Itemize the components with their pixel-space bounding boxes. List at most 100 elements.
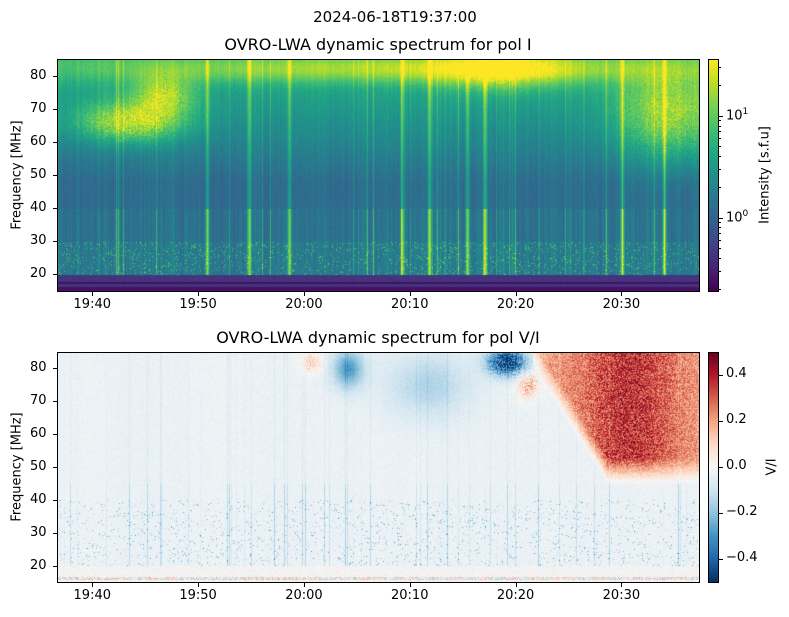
y-tick	[53, 532, 57, 534]
y-tick-label: 70	[30, 393, 47, 409]
colorbar-tick	[719, 559, 723, 560]
x-tick	[621, 583, 623, 587]
y-tick-label: 50	[30, 459, 47, 474]
y-tick-label: 40	[30, 491, 47, 507]
colorbar-tick	[719, 115, 723, 117]
colorbar-frame-vi	[708, 352, 719, 583]
colorbar-label-vi: V/I	[764, 458, 780, 476]
colorbar-tick-label: 101	[726, 107, 748, 123]
x-tick-label: 20:20	[496, 588, 535, 603]
colorbar-tick	[719, 421, 723, 422]
x-tick	[409, 583, 411, 587]
colorbar-tick-text: 0.2	[726, 412, 747, 427]
y-tick-label: 20	[30, 557, 47, 573]
y-tick-label: 30	[30, 524, 47, 540]
colorbar-tick-text: −0.4	[726, 550, 758, 565]
y-tick	[53, 208, 57, 210]
colorbar-tick-label: −0.4	[726, 550, 758, 565]
x-tick	[515, 292, 517, 296]
x-tick	[92, 292, 94, 296]
x-tick	[303, 292, 305, 296]
colorbar-minor-tick	[719, 138, 721, 140]
colorbar-tick-text: 0.4	[726, 366, 747, 381]
x-tick-label: 20:00	[285, 297, 323, 312]
y-tick	[53, 434, 57, 436]
colorbar-vi	[708, 352, 718, 582]
y-tick	[53, 75, 57, 77]
colorbar-frame-intensity	[708, 59, 719, 292]
y-tick	[53, 175, 57, 176]
x-tick-label: 20:00	[285, 588, 323, 603]
x-tick	[92, 583, 94, 587]
colorbar-minor-tick	[719, 227, 721, 229]
x-tick-label: 20:10	[391, 588, 429, 603]
colorbar-tick-label: 0.0	[726, 458, 747, 473]
y-tick	[53, 108, 57, 110]
x-tick	[409, 292, 411, 296]
x-tick-label: 19:40	[73, 297, 111, 312]
colorbar-minor-tick	[719, 222, 721, 224]
y-tick-label: 70	[30, 100, 47, 116]
y-tick	[53, 274, 57, 276]
x-tick	[515, 583, 517, 587]
plot-title-pol-i: OVRO-LWA dynamic spectrum for pol I	[224, 35, 532, 54]
colorbar-minor-tick	[719, 156, 721, 158]
colorbar-minor-tick	[719, 248, 721, 250]
x-tick-label: 20:30	[602, 588, 641, 603]
y-tick	[53, 141, 57, 143]
colorbar-intensity	[708, 59, 718, 291]
colorbar-tick-label: −0.2	[726, 504, 758, 519]
colorbar-tick-text: 10	[726, 107, 743, 123]
x-tick-label: 19:50	[179, 588, 217, 603]
y-tick-label: 50	[30, 167, 47, 182]
colorbar-tick	[719, 467, 723, 468]
x-tick-label: 20:20	[496, 297, 535, 312]
y-tick-label: 80	[30, 360, 47, 376]
colorbar-minor-tick	[719, 288, 721, 290]
colorbar-minor-tick	[719, 270, 721, 272]
x-tick-label: 20:10	[391, 297, 429, 312]
y-axis-label-pol-i: Frequency [MHz]	[9, 120, 25, 230]
heatmap-pol-i	[57, 59, 699, 291]
x-tick	[303, 583, 305, 587]
y-tick-label: 60	[30, 133, 47, 149]
colorbar-minor-tick	[719, 240, 721, 242]
y-tick	[53, 368, 57, 370]
x-tick	[198, 583, 200, 587]
y-tick	[53, 565, 57, 567]
colorbar-tick-text: 0.0	[726, 458, 747, 473]
y-tick-label: 30	[30, 233, 47, 249]
x-tick	[198, 292, 200, 296]
colorbar-minor-tick	[719, 125, 721, 127]
colorbar-minor-tick	[719, 146, 721, 148]
x-tick-label: 20:30	[602, 297, 641, 312]
colorbar-tick-text: −0.2	[726, 504, 758, 519]
colorbar-minor-tick	[719, 120, 721, 122]
plot-title-pol-vi: OVRO-LWA dynamic spectrum for pol V/I	[216, 328, 540, 347]
colorbar-minor-tick	[719, 233, 721, 235]
heatmap-pol-vi	[57, 352, 699, 582]
colorbar-tick-exponent: 0	[742, 208, 749, 219]
colorbar-minor-tick	[719, 168, 721, 170]
colorbar-label-intensity: Intensity [s.f.u]	[757, 126, 773, 224]
colorbar-tick	[719, 217, 723, 219]
y-tick-label: 60	[30, 426, 47, 442]
y-tick-label: 20	[30, 266, 47, 282]
y-tick	[53, 401, 57, 403]
colorbar-minor-tick	[719, 186, 721, 188]
colorbar-tick-label: 0.4	[726, 366, 747, 381]
colorbar-tick	[719, 513, 723, 514]
x-tick-label: 19:50	[179, 297, 217, 312]
colorbar-minor-tick	[719, 67, 721, 69]
x-tick-label: 19:40	[73, 588, 111, 603]
axes-frame-pol-i	[57, 59, 700, 292]
colorbar-tick	[719, 375, 723, 376]
axes-frame-pol-vi	[57, 352, 700, 583]
y-tick	[53, 499, 57, 501]
colorbar-tick-label: 100	[726, 209, 748, 225]
colorbar-minor-tick	[719, 85, 721, 86]
x-tick	[621, 292, 623, 296]
colorbar-tick-exponent: 1	[742, 106, 749, 117]
y-tick	[53, 241, 57, 243]
